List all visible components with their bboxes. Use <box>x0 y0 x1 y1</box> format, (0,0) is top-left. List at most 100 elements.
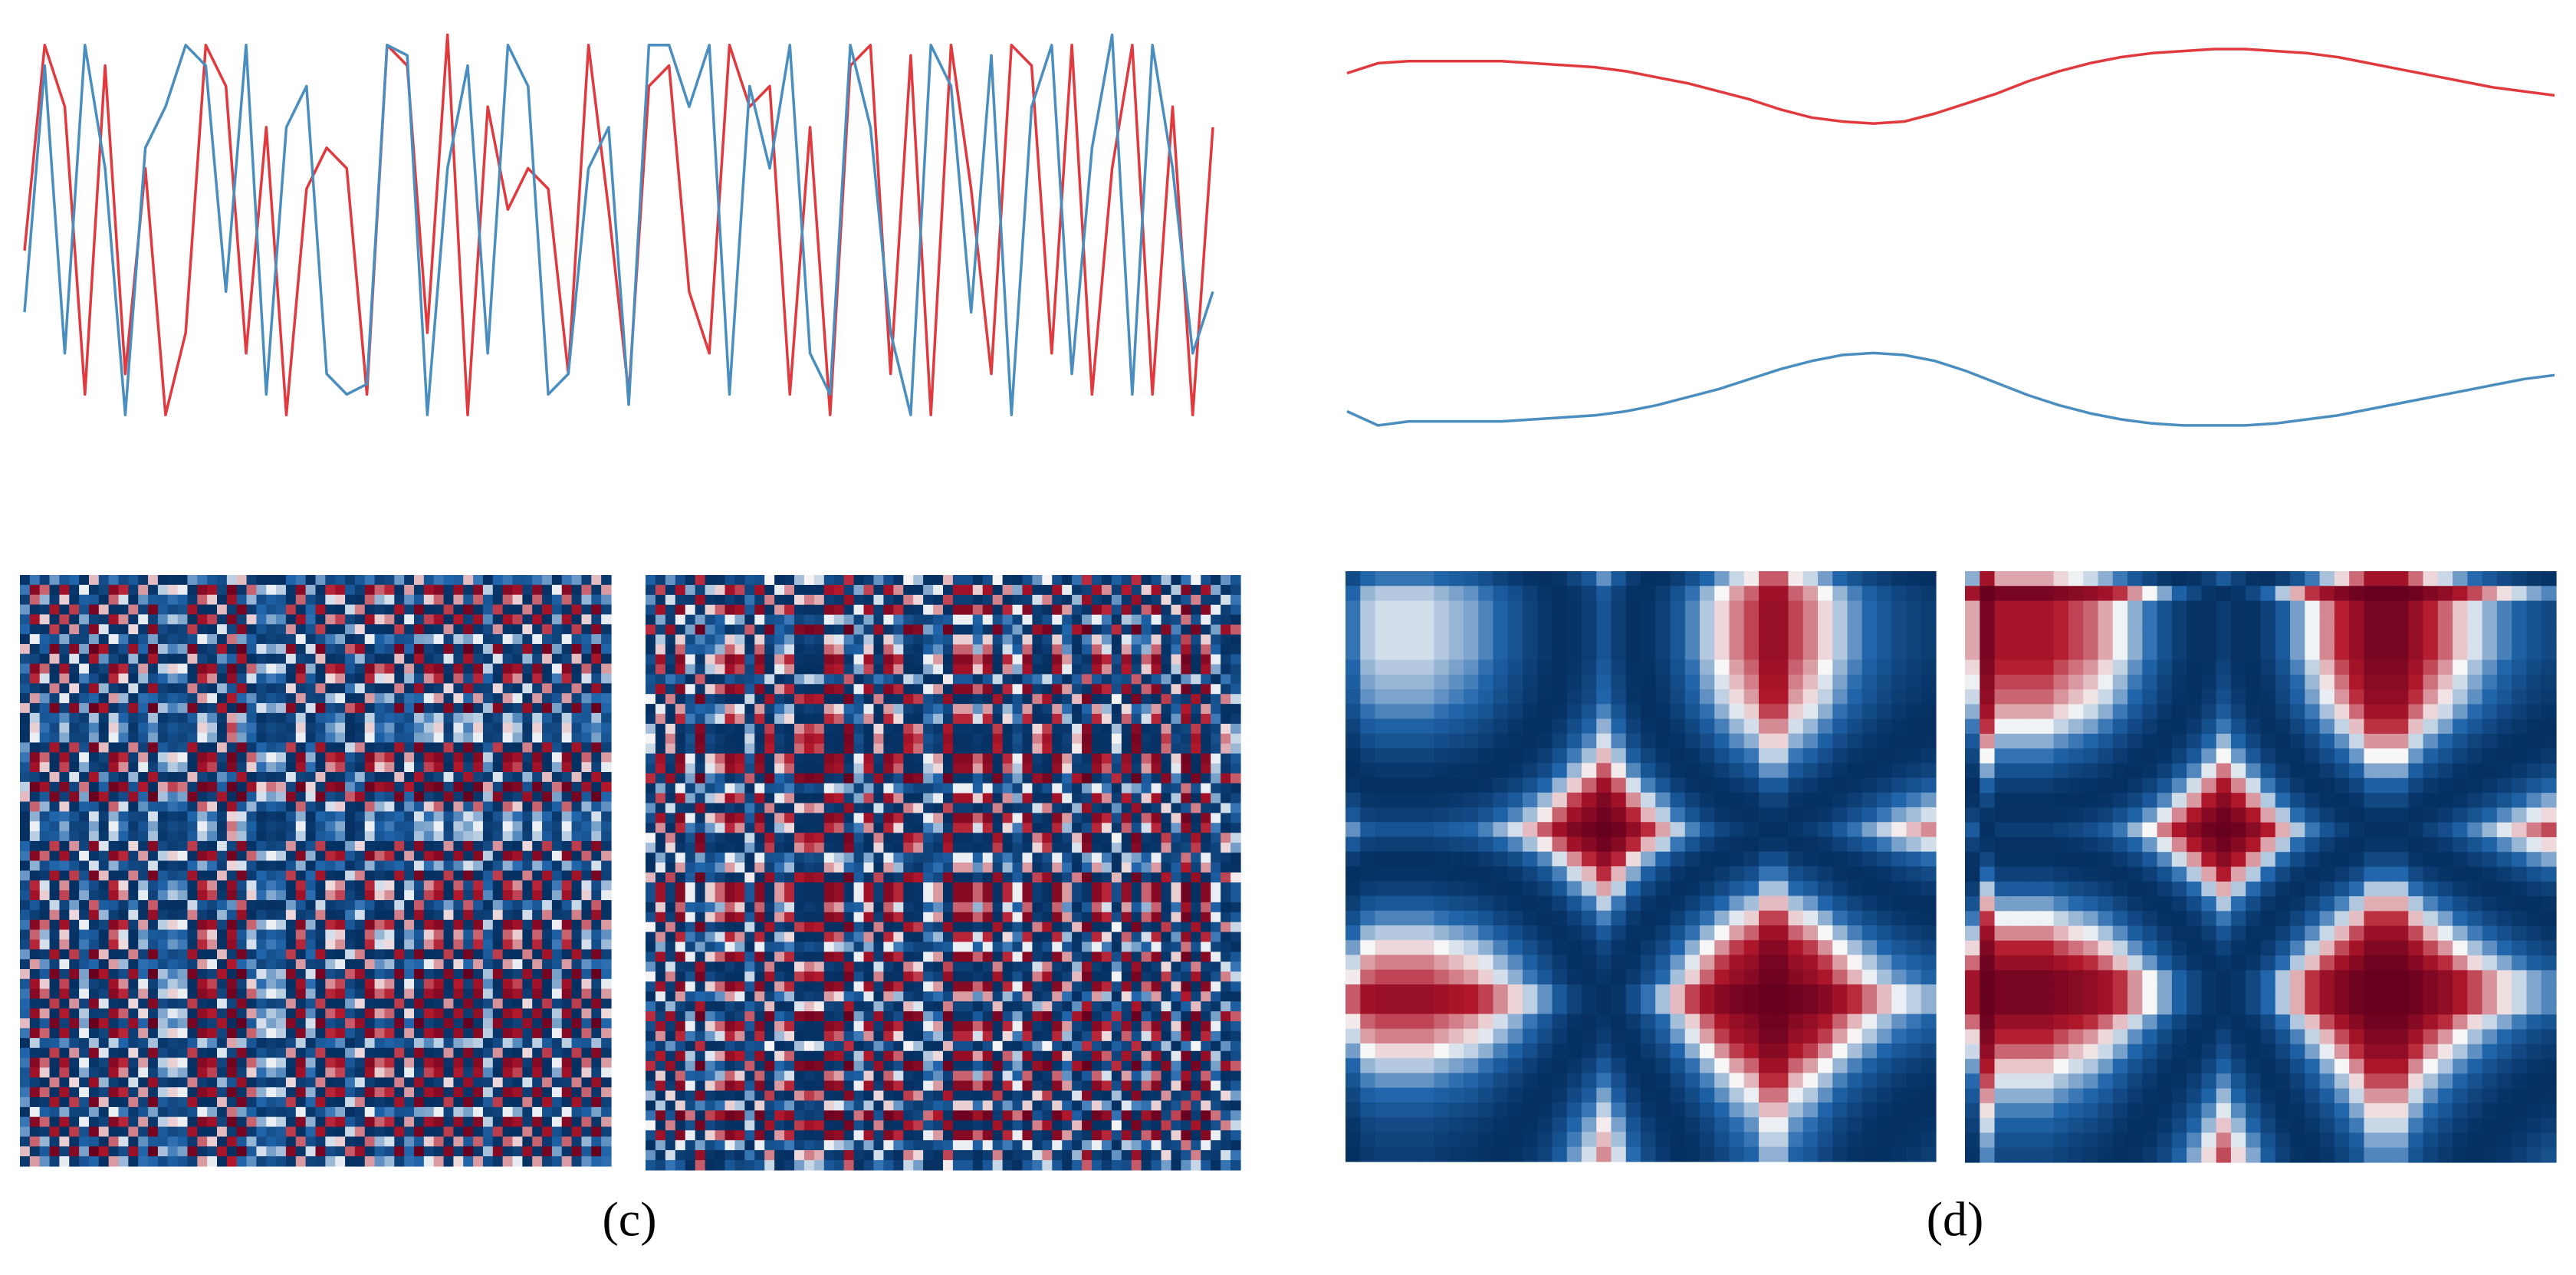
heatmap-cell <box>1092 634 1102 646</box>
heatmap-cell <box>246 840 257 852</box>
heatmap-cell <box>646 694 656 705</box>
heatmap-cell <box>98 1136 110 1147</box>
heatmap-cell <box>502 811 514 822</box>
heatmap-cell <box>423 811 435 822</box>
heatmap-cell <box>705 654 716 665</box>
heatmap-cell <box>952 604 964 616</box>
heatmap-cell <box>754 624 765 636</box>
heatmap-cell <box>285 909 297 921</box>
heatmap-cell <box>335 890 346 901</box>
heatmap-cell <box>246 998 257 1009</box>
heatmap-cell <box>69 1146 80 1157</box>
heatmap-cell <box>1101 743 1112 754</box>
heatmap-cell <box>118 900 129 911</box>
heatmap-cell <box>803 724 815 734</box>
heatmap-cell <box>843 594 855 606</box>
heatmap-cell <box>962 575 974 586</box>
heatmap-cell <box>49 909 60 921</box>
heatmap-cell <box>59 1097 70 1108</box>
heatmap-cell <box>98 663 110 675</box>
heatmap-cell <box>394 791 405 803</box>
heatmap-cell <box>903 674 914 685</box>
heatmap-cell <box>453 693 464 704</box>
heatmap-cell <box>502 840 514 852</box>
heatmap-cell <box>354 1146 366 1157</box>
heatmap-cell <box>285 752 297 763</box>
heatmap-cell <box>502 772 514 783</box>
heatmap-cell <box>374 821 386 832</box>
heatmap-cell <box>1042 783 1053 794</box>
heatmap-cell <box>29 1018 41 1029</box>
heatmap-cell <box>542 929 553 941</box>
heatmap-cell <box>1092 644 1102 656</box>
heatmap-cell <box>933 704 944 715</box>
heatmap-cell <box>784 664 795 675</box>
heatmap-cell <box>404 575 415 586</box>
heatmap-cell <box>197 840 208 852</box>
heatmap-cell <box>823 724 835 734</box>
heatmap-cell <box>1022 644 1033 656</box>
heatmap-cell <box>551 1018 563 1029</box>
heatmap-cell <box>157 1067 169 1078</box>
heatmap-cell <box>345 811 356 822</box>
heatmap-cell <box>571 801 583 812</box>
heatmap-cell <box>39 890 51 901</box>
heatmap-cell <box>394 1106 405 1118</box>
heatmap-cell <box>236 900 248 911</box>
heatmap-cell <box>933 763 944 774</box>
heatmap-cell <box>325 614 336 625</box>
heatmap-cell <box>463 604 474 615</box>
heatmap-cell <box>345 1067 356 1078</box>
heatmap-cell <box>542 978 553 990</box>
heatmap-cell <box>29 1077 41 1088</box>
heatmap-cell <box>49 998 60 1009</box>
heatmap-cell <box>325 1116 336 1128</box>
heatmap-cell <box>266 1018 277 1029</box>
heatmap-cell <box>305 1077 317 1088</box>
heatmap-cell <box>581 1106 592 1118</box>
heatmap-cell <box>774 704 785 715</box>
heatmap-cell <box>39 1097 51 1108</box>
heatmap-cell <box>315 831 326 842</box>
heatmap-cell <box>502 900 514 911</box>
heatmap-cell <box>226 634 238 645</box>
heatmap-cell <box>492 752 504 763</box>
heatmap-cell <box>315 673 326 684</box>
heatmap-cell <box>843 793 855 804</box>
heatmap-cell <box>98 781 110 793</box>
heatmap-cell <box>473 1008 484 1019</box>
heatmap-cell <box>128 1077 139 1088</box>
heatmap-cell <box>473 634 484 645</box>
heatmap-cell <box>276 988 287 1000</box>
heatmap-cell <box>295 919 307 931</box>
heatmap-cell <box>675 674 686 685</box>
heatmap-cell <box>512 821 523 832</box>
heatmap-cell <box>784 733 795 744</box>
heatmap-cell <box>226 742 238 753</box>
heatmap-cell <box>39 821 51 832</box>
heatmap-cell <box>1042 773 1053 784</box>
heatmap-cell <box>69 1156 80 1167</box>
heatmap-cell <box>542 988 553 1000</box>
heatmap-cell <box>374 850 386 862</box>
heatmap-cell <box>581 909 592 921</box>
heatmap-cell <box>433 791 445 803</box>
heatmap-cell <box>1022 773 1033 784</box>
heatmap-cell <box>774 773 785 784</box>
heatmap-cell <box>295 949 307 960</box>
heatmap-cell <box>197 870 208 881</box>
heatmap-cell <box>473 762 484 773</box>
heatmap-cell <box>982 714 994 725</box>
heatmap-cell <box>561 1116 573 1128</box>
heatmap-cell <box>453 900 464 911</box>
heatmap-cell <box>1042 724 1053 734</box>
heatmap-cell <box>335 693 346 704</box>
heatmap-cell <box>305 1037 317 1049</box>
heatmap-cell <box>20 742 31 753</box>
heatmap-cell <box>404 722 415 734</box>
heatmap-cell <box>443 762 454 773</box>
heatmap-cell <box>325 752 336 763</box>
heatmap-cell <box>433 870 445 881</box>
heatmap-cell <box>285 663 297 675</box>
heatmap-cell <box>20 624 31 635</box>
